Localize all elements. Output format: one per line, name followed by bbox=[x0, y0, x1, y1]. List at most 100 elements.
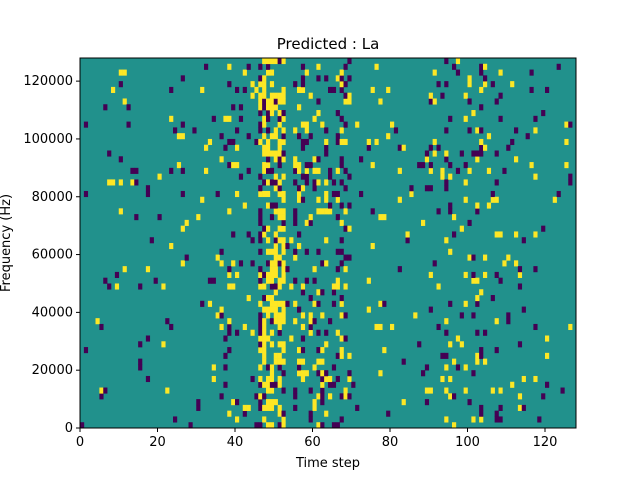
heatmap-cell bbox=[266, 237, 271, 244]
heatmap-cell bbox=[463, 162, 468, 169]
heatmap-cell bbox=[331, 381, 337, 388]
heatmap-cell bbox=[475, 208, 480, 215]
heatmap-cell bbox=[258, 231, 263, 238]
heatmap-cell bbox=[316, 248, 321, 255]
heatmap-cell bbox=[343, 393, 348, 400]
heatmap-cell bbox=[266, 404, 271, 411]
heatmap-cell bbox=[335, 167, 340, 174]
heatmap-cell bbox=[277, 352, 282, 359]
heatmap-cell bbox=[281, 341, 286, 348]
heatmap-cell bbox=[277, 58, 282, 65]
heatmap-cell bbox=[483, 358, 488, 365]
heatmap-cell bbox=[277, 162, 282, 169]
heatmap-cell bbox=[343, 138, 348, 146]
heatmap-cell bbox=[277, 254, 282, 261]
heatmap-cell bbox=[262, 329, 267, 336]
heatmap-cell bbox=[250, 375, 255, 383]
heatmap-cell bbox=[467, 127, 472, 134]
heatmap-cell bbox=[448, 208, 453, 215]
heatmap-cell bbox=[490, 190, 495, 198]
heatmap-cell bbox=[316, 347, 321, 354]
heatmap-cell bbox=[335, 133, 340, 140]
heatmap-cell bbox=[335, 375, 340, 383]
heatmap-cell bbox=[370, 162, 375, 169]
heatmap-cell bbox=[250, 329, 255, 336]
heatmap-cell bbox=[312, 179, 317, 186]
heatmap-cell bbox=[246, 133, 251, 140]
heatmap-cell bbox=[227, 162, 232, 169]
heatmap-cell bbox=[312, 185, 317, 192]
heatmap-cell bbox=[343, 254, 348, 261]
heatmap-cell bbox=[300, 173, 306, 180]
heatmap-cell bbox=[300, 370, 306, 377]
heatmap-cell bbox=[304, 248, 309, 255]
heatmap-cell bbox=[211, 364, 216, 371]
heatmap-cell bbox=[479, 127, 484, 134]
heatmap-cell bbox=[304, 173, 309, 180]
heatmap-cell bbox=[273, 312, 278, 319]
heatmap-cell bbox=[266, 144, 271, 151]
heatmap-cell bbox=[537, 416, 542, 423]
heatmap-cell bbox=[266, 156, 271, 163]
heatmap-cell bbox=[343, 208, 348, 215]
heatmap-cell bbox=[459, 312, 464, 319]
heatmap-cell bbox=[335, 277, 340, 284]
heatmap-cell bbox=[335, 138, 340, 146]
heatmap-cell bbox=[339, 237, 344, 244]
heatmap-cell bbox=[122, 98, 127, 105]
heatmap-cell bbox=[118, 179, 123, 186]
heatmap-cell bbox=[324, 150, 329, 157]
heatmap-cell bbox=[339, 347, 344, 354]
heatmap-cell bbox=[207, 138, 213, 146]
heatmap-cell bbox=[246, 295, 251, 302]
heatmap-cell bbox=[308, 312, 313, 319]
heatmap-cell bbox=[494, 231, 499, 238]
heatmap-cell bbox=[266, 312, 271, 319]
heatmap-cell bbox=[297, 86, 302, 93]
heatmap-cell bbox=[331, 289, 337, 296]
heatmap-cell bbox=[320, 260, 325, 267]
heatmap-cell bbox=[281, 138, 286, 146]
heatmap-cell bbox=[227, 63, 232, 70]
heatmap-cell bbox=[200, 86, 205, 93]
heatmap-cell bbox=[316, 370, 321, 377]
heatmap-cell bbox=[397, 196, 402, 203]
heatmap-cell bbox=[533, 375, 538, 383]
heatmap-cell bbox=[266, 260, 271, 267]
heatmap-cell bbox=[343, 283, 348, 290]
heatmap-cell bbox=[533, 127, 538, 134]
heatmap-cell bbox=[300, 289, 306, 296]
heatmap-cell bbox=[211, 115, 216, 122]
heatmap-cell bbox=[463, 387, 468, 394]
heatmap-cell bbox=[316, 329, 321, 336]
heatmap-cell bbox=[235, 190, 240, 198]
heatmap-cell bbox=[308, 295, 313, 302]
heatmap-cell bbox=[262, 335, 267, 342]
heatmap-cell bbox=[169, 167, 174, 174]
heatmap-cell bbox=[517, 393, 523, 400]
heatmap-cell bbox=[258, 393, 263, 400]
heatmap-cell bbox=[262, 352, 267, 359]
heatmap-cell bbox=[262, 144, 267, 151]
heatmap-cell bbox=[432, 150, 437, 157]
heatmap-cell bbox=[452, 422, 457, 429]
heatmap-cell bbox=[320, 121, 325, 128]
heatmap-cell bbox=[273, 306, 278, 313]
heatmap-cell bbox=[200, 300, 205, 307]
heatmap-cell bbox=[517, 271, 523, 278]
heatmap-cell bbox=[281, 266, 286, 273]
heatmap-cell bbox=[266, 138, 271, 146]
heatmap-cell bbox=[111, 179, 116, 186]
heatmap-cell bbox=[134, 167, 139, 174]
heatmap-cell bbox=[238, 104, 244, 111]
heatmap-cell bbox=[339, 202, 344, 209]
heatmap-cell bbox=[266, 167, 271, 174]
heatmap-cell bbox=[269, 179, 275, 186]
heatmap-cell bbox=[343, 81, 348, 88]
heatmap-cell bbox=[479, 404, 484, 411]
heatmap-cell bbox=[471, 110, 476, 117]
heatmap-cell bbox=[359, 190, 364, 198]
heatmap-cell bbox=[242, 202, 247, 209]
heatmap-cell bbox=[331, 300, 337, 307]
heatmap-cell bbox=[227, 271, 232, 278]
